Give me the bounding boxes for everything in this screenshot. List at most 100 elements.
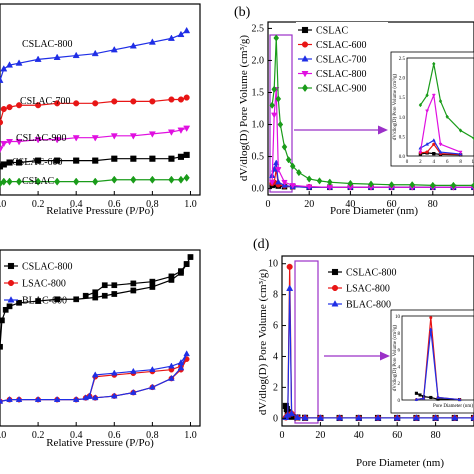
panel-d-legend-marker-1 — [332, 285, 338, 291]
panel-a-series-3-point-6 — [73, 158, 79, 164]
panel-d-arrow-head — [380, 352, 390, 361]
panel-c-legend-label-0: CSLAC-800 — [22, 262, 73, 273]
panel-c-series-0-point-19 — [169, 274, 174, 279]
panel-a-series-label-4: CSLAC — [22, 176, 55, 187]
panel-c-legend-marker-0 — [8, 263, 14, 269]
panel-b-ytick-label-3: 1.5 — [252, 87, 265, 98]
panel-c-series-0-point-22 — [112, 283, 117, 288]
panel-d-xtick-label-4: 80 — [431, 430, 441, 441]
panel-c-series-0-point-12 — [150, 284, 155, 289]
panel-d-legend-label-2: BLAC-800 — [346, 300, 391, 311]
panel-a-series-0-point-13 — [184, 27, 190, 33]
panel-a-series-0 — [0, 27, 190, 82]
panel-d-ytick-label-2: 4 — [273, 351, 278, 362]
panel-a-series-3-point-13 — [184, 152, 190, 158]
panel-d-inset-series-0-point-1 — [419, 394, 422, 397]
panel-a-series-3-point-10 — [150, 156, 156, 162]
panel-b-ytick-label-1: 0.5 — [252, 152, 265, 163]
panel-d-legend-label-0: CSLAC-800 — [346, 268, 397, 279]
panel-b-arrow-head — [378, 126, 388, 135]
panel-d-highlight-box — [295, 261, 318, 423]
panel-a-series-0-point-1 — [1, 66, 7, 72]
panel-a-series-label-0: CSLAC-800 — [22, 39, 73, 50]
panel-a-series-4-point-6 — [73, 178, 79, 185]
panel-d-series-1-point-2 — [287, 264, 293, 270]
panel-d-inset: 0 2 4 6 8 10 dV/dlog(D) Pore Volume (cm³/g) Por… — [391, 310, 474, 413]
panel-b-legend-marker-0 — [302, 27, 308, 33]
panel-d-xtick-label-0: 0 — [280, 430, 285, 441]
panel-a-series-4-point-9 — [131, 176, 137, 183]
panel-a-xtick-label-1: 0.2 — [32, 199, 45, 210]
panel-b-series-4-point-11 — [327, 179, 332, 186]
panel-a-xlabel: Relative Pressure (P/Po) — [46, 205, 154, 217]
panel-a-series-1-point-8 — [111, 99, 117, 105]
panel-b-series-4-point-2 — [274, 35, 279, 42]
panel-c-series-0-point-9 — [102, 293, 107, 298]
panel-b-series-4-point-4 — [278, 121, 283, 128]
panel-b-xtick-label-4: 80 — [428, 199, 438, 210]
panel-c-series-0-point-1 — [0, 318, 5, 323]
panel-a-series-3-point-7 — [92, 158, 98, 164]
panel-b-xlabel: Pore Diameter (nm) — [330, 205, 418, 217]
panel-b-legend-marker-1 — [302, 42, 308, 48]
panel-a-series-1-point-1 — [1, 106, 7, 112]
panel-b-inset: 0.00.51.01.52.02.50246810dV/dlog(D) Pore… — [391, 52, 474, 166]
panel-d-inset-series-0-point-3 — [430, 396, 433, 399]
panel-a-xtick-label-0: 0.0 — [0, 199, 6, 210]
panel-d-xtick-label-3: 60 — [392, 430, 402, 441]
panel-a-isotherms: 0.00.20.40.60.81.0Relative Pressure (P/P… — [0, 4, 200, 217]
panel-d-inset-xlabel: Pore Diameter (nm) — [433, 404, 473, 409]
panel-b-inset-ytick-label-1: 0.5 — [399, 135, 406, 140]
panel-a-series-3-point-8 — [111, 156, 117, 162]
panel-c-series-0-point-25 — [83, 293, 88, 298]
panel-d-inset-series-1-point-2 — [430, 316, 433, 319]
panel-a-series-4-point-5 — [54, 178, 60, 185]
panel-d-ytick-label-4: 8 — [273, 290, 278, 301]
panel-b-inset-ylabel: dV/dlog(D) Pore Volume (cm³/g) — [392, 73, 398, 140]
panel-a-series-1-point-10 — [150, 99, 156, 105]
panel-b-legend-label-3: CSLAC-800 — [316, 69, 367, 80]
panel-c-xtick-label-0: 0.0 — [0, 430, 6, 441]
panel-c-series-0-point-8 — [93, 295, 98, 300]
panel-c-legend-marker-1 — [8, 280, 14, 286]
panel-c-series-0-point-4 — [16, 300, 21, 305]
panel-b-inset-ytick-label-5: 2.5 — [399, 57, 406, 62]
panel-a-series-4-point-7 — [92, 178, 98, 185]
panel-c-series-0-point-3 — [7, 304, 12, 309]
panel-b-inset-ytick-label-2: 1.0 — [399, 116, 406, 121]
panel-d-inset-ytick-label-5: 10 — [395, 315, 401, 320]
panel-c-series-0-point-20 — [150, 279, 155, 284]
panel-c-xtick-label-1: 0.2 — [32, 430, 45, 441]
panel-a-series-1-point-6 — [73, 101, 79, 107]
panel-b-ytick-label-2: 1.0 — [252, 120, 265, 131]
panel-b-series-4-point-9 — [307, 176, 312, 183]
panel-a-series-4-point-12 — [178, 176, 184, 183]
panel-c-series-0-point-11 — [131, 288, 136, 293]
panel-a-series-1-point-11 — [169, 97, 175, 103]
panel-b-inset-series-1-point-1 — [426, 151, 429, 154]
panel-a-series-0-point-0 — [0, 77, 3, 83]
panel-c-series-2-point-12 — [184, 351, 190, 356]
panel-c-series-0-point-24 — [93, 290, 98, 295]
panel-d-series-2-point-2 — [287, 285, 293, 291]
panel-b-ytick-label-4: 2.0 — [252, 55, 265, 66]
panel-d-legend-label-1: LSAC-800 — [346, 284, 390, 295]
panel-a-series-4-point-8 — [111, 176, 117, 183]
panel-c-series-0-point-17 — [184, 261, 189, 266]
panel-c-series-0-point-0 — [0, 344, 3, 349]
panel-a-series-label-2: CSLAC-900 — [16, 133, 67, 144]
panel-d-ytick-label-1: 2 — [273, 382, 278, 393]
panel-b-xtick-label-1: 20 — [304, 199, 314, 210]
panel-c-series-2 — [0, 351, 190, 404]
panel-a-series-1-point-9 — [131, 99, 137, 105]
panel-a-series-4-point-2 — [7, 178, 13, 185]
panel-a-series-3-point-1 — [1, 162, 7, 168]
panel-b-ytick-label-0: 0.0 — [252, 184, 265, 195]
panel-b-pore-distribution: 0 20 40 60 800.00.51.01.52.02.5Pore Diameter… — [234, 5, 474, 217]
panel-c-legend-label-1: LSAC-800 — [22, 279, 66, 290]
panel-d-xtick-label-1: 20 — [315, 430, 325, 441]
panel-c-series-0-point-21 — [131, 281, 136, 286]
panel-a-series-0-point-12 — [178, 31, 184, 37]
panel-a-series-1-point-12 — [178, 97, 184, 103]
panel-a-series-1-point-2 — [7, 104, 13, 110]
